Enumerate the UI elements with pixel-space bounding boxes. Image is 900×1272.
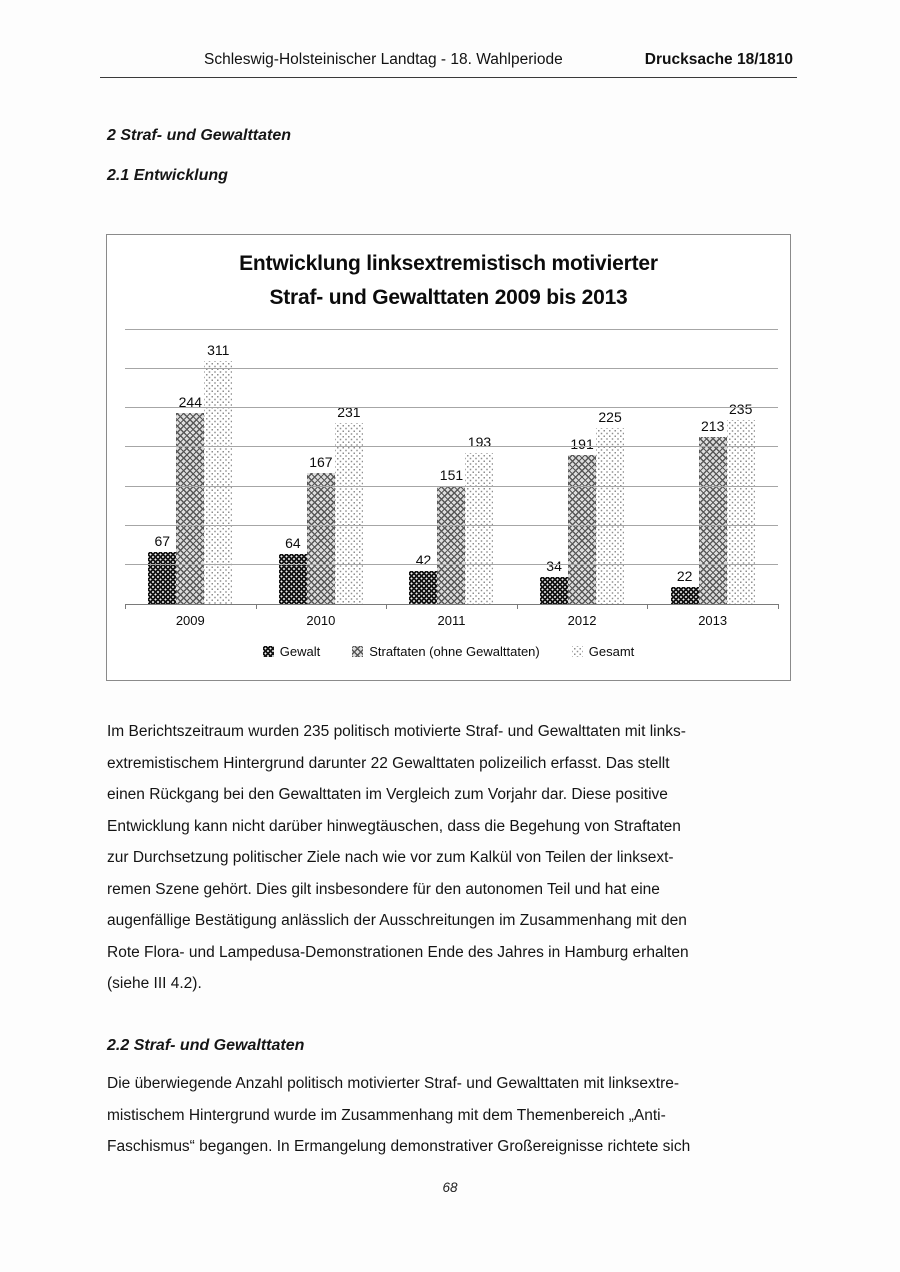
legend-item-1: Gewalt [262,644,321,659]
x-axis-labels: 2009 2010 2011 2012 2013 [125,613,778,628]
x-axis-label-2011: 2011 [437,613,466,628]
x-axis-tick [647,604,649,609]
gridline-200 [125,446,778,448]
section-heading-2-1: 2.1 Entwicklung [107,167,228,184]
bar-group-2012: 34 191 225 [517,331,648,604]
bar-value-label: 64 [285,534,301,551]
chart-title: Entwicklung linksextremistisch motiviert… [107,247,790,315]
bar-2010-gesamt: 231 [334,404,363,604]
bar-value-label: 22 [676,567,693,584]
paragraph-1: Im Berichtszeitraum wurden 235 politisch… [107,723,689,992]
gridline-300 [125,368,778,370]
bar-2012-gesamt: 225 [596,409,625,604]
bar-2010-gewalt: 64 [278,535,307,604]
bar-value-label: 244 [178,394,202,410]
bar-value-label: 42 [415,552,432,569]
x-axis-tick [255,604,257,609]
bar-value-label: 311 [207,341,230,358]
x-axis-tick [778,604,779,609]
bar-value-label: 191 [570,435,594,452]
bar-value-label: 67 [154,532,171,549]
bar-group-2009: 67 244 311 [125,331,256,604]
bar-2013-gesamt: 235 [726,401,755,604]
bar-2012-straftaten-ohne-gewalttaten-: 191 [568,436,597,604]
bar-group-2013: 22 213 235 [647,331,778,604]
x-axis-label-2009: 2009 [175,613,205,628]
bar-value-label: 225 [598,408,622,425]
legend-marker-white-gray-dots [571,646,583,657]
x-axis-label-2010: 2010 [306,613,336,628]
bar-2011-gesamt: 193 [465,434,494,604]
gridline-100 [125,524,778,526]
bar-2011-gewalt: 42 [409,552,438,604]
chart-title-line-1: Entwicklung linksextremistisch motiviert… [239,252,658,275]
bar-value-label: 193 [467,433,492,450]
page-header: Schleswig-Holsteinischer Landtag - 18. W… [100,51,797,78]
bar-group-2010: 64 167 231 [256,331,387,604]
legend-label: Straftaten (ohne Gewalttaten) [369,644,540,659]
x-axis-tick [386,604,388,609]
x-axis-tick [516,604,518,609]
bar-2010-straftaten-ohne-gewalttaten-: 167 [306,454,335,604]
x-axis-label-2013: 2013 [698,613,728,628]
bar-2013-straftaten-ohne-gewalttaten-: 213 [698,418,727,604]
bar-value-label: 167 [309,454,333,471]
chart-legend: Gewalt Straftaten (ohne Gewalttaten) Gesam… [107,644,790,659]
bar-2013-gewalt: 22 [670,568,699,604]
bar-groups: 67 244 311 64 167 231 42 151 193 34 191 225 22 213 235 [125,331,778,604]
bar-value-label: 213 [700,418,725,435]
bar-2011-straftaten-ohne-gewalttaten-: 151 [437,467,466,604]
section-heading-2-2: 2.2 Straf- und Gewalttaten [107,1037,305,1054]
chart-title-line-2: Straf- und Gewalttaten 2009 bis 2013 [269,286,628,309]
legend-item-3: Gesamt [571,644,635,659]
gridline-350 [125,329,778,330]
bar-chart: Entwicklung linksextremistisch motiviert… [106,234,791,681]
gridline-50 [125,563,778,565]
header-title: Schleswig-Holsteinischer Landtag - 18. W… [204,51,563,68]
gridline-250 [125,407,778,409]
x-axis-tick [125,604,126,609]
legend-label: Gewalt [279,644,321,659]
bar-2012-gewalt: 34 [540,558,569,604]
plot-area: 67 244 311 64 167 231 42 151 193 34 191 225 22 213 235… [125,329,779,628]
legend-item-2: Straftaten (ohne Gewalttaten) [352,644,540,659]
gridline-150 [125,485,778,487]
legend-marker-gray-crosshatch [352,646,364,657]
header-document-number: Drucksache 18/1810 [644,51,793,68]
legend-label: Gesamt [588,644,635,659]
paragraph-2: Die überwiegende Anzahl politisch motivi… [107,1075,691,1155]
bar-2009-straftaten-ohne-gewalttaten-: 244 [176,394,205,604]
bar-value-label: 235 [728,401,753,417]
bar-2009-gesamt: 311 [204,342,233,604]
bar-2009-gewalt: 67 [148,533,177,604]
bar-value-label: 34 [546,558,562,575]
legend-marker-black-white-dots [262,646,274,657]
bar-group-2011: 42 151 193 [386,331,517,604]
bar-value-label: 151 [439,466,464,483]
section-heading-2: 2 Straf- und Gewalttaten [107,127,292,144]
page-number: 68 [442,1180,458,1195]
x-axis-label-2012: 2012 [567,613,597,628]
